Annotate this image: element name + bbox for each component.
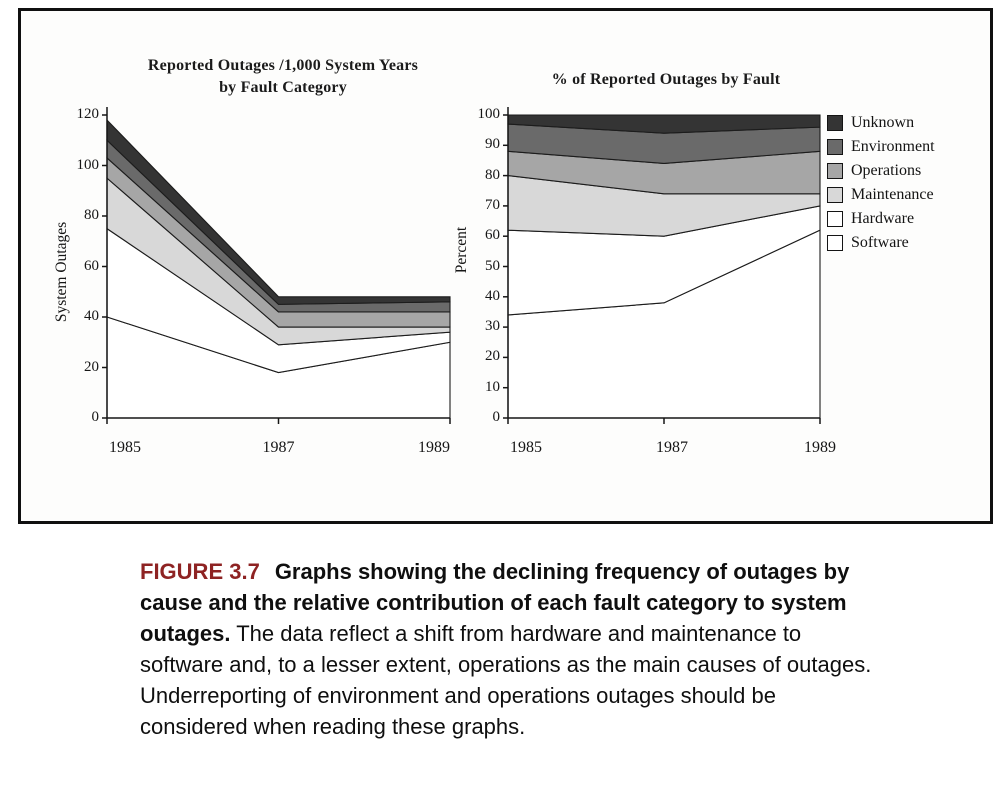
x-category-label: 1987 <box>262 439 295 456</box>
y-tick-label: 60 <box>84 257 99 274</box>
legend-label: Hardware <box>851 210 915 227</box>
y-axis-label: System Outages <box>53 221 70 323</box>
chart-title: Reported Outages /1,000 System Years by F… <box>93 55 473 99</box>
x-category-label: 1985 <box>510 439 542 456</box>
x-category-label: 1985 <box>109 439 141 456</box>
x-category-label: 1987 <box>656 439 688 456</box>
y-tick-label: 60 <box>485 227 500 244</box>
legend-swatch-icon <box>827 211 843 227</box>
y-tick-label: 80 <box>84 207 99 223</box>
y-tick-label: 0 <box>492 409 501 425</box>
chart-title-line: by Fault Category <box>219 79 347 96</box>
figure-label: FIGURE 3.7 <box>140 559 260 584</box>
legend-swatch-icon <box>827 163 843 179</box>
y-tick-label: 100 <box>76 156 100 173</box>
figure-caption: FIGURE 3.7 Graphs showing the declining f… <box>140 556 882 742</box>
legend-swatch-icon <box>827 235 843 251</box>
legend-label: Software <box>851 234 909 251</box>
legend-item-operations: Operations <box>827 163 935 179</box>
legend-label: Operations <box>851 162 922 179</box>
y-tick-label: 120 <box>76 106 100 122</box>
legend-swatch-icon <box>827 139 843 155</box>
x-category-label: 1989 <box>804 439 836 456</box>
legend-label: Unknown <box>851 114 915 131</box>
y-tick-label: 40 <box>485 287 500 304</box>
y-tick-label: 90 <box>485 136 500 153</box>
legend-item-maintenance: Maintenance <box>827 187 935 203</box>
x-category-label: 1989 <box>418 439 450 456</box>
y-axis-label: Percent <box>453 226 470 274</box>
y-tick-label: 50 <box>485 257 500 274</box>
legend-item-environment: Environment <box>827 139 935 155</box>
y-tick-label: 20 <box>84 358 99 375</box>
y-tick-label: 70 <box>485 196 500 213</box>
chart-title-line: % of Reported Outages by Fault <box>551 71 781 88</box>
legend: Unknown Environment Operations Maintenance H… <box>827 115 935 259</box>
y-tick-label: 20 <box>485 348 500 365</box>
y-tick-label: 40 <box>84 308 99 324</box>
legend-item-software: Software <box>827 235 935 251</box>
y-tick-label: 100 <box>477 106 501 122</box>
legend-swatch-icon <box>827 187 843 203</box>
caption-text: FIGURE 3.7 Graphs showing the declining f… <box>140 556 882 742</box>
y-tick-label: 30 <box>485 318 500 335</box>
figure-inner: Unknown Environment Operations Maintenance H… <box>21 11 990 521</box>
legend-item-unknown: Unknown <box>827 115 935 131</box>
y-tick-label: 10 <box>485 378 500 395</box>
chart-title: % of Reported Outages by Fault <box>486 69 846 91</box>
legend-label: Environment <box>851 138 935 155</box>
y-tick-label: 0 <box>91 409 100 425</box>
legend-swatch-icon <box>827 115 843 131</box>
legend-item-hardware: Hardware <box>827 211 935 227</box>
caption-bold-text: Graphs showing the declining frequency o… <box>140 559 850 646</box>
y-tick-label: 80 <box>485 166 500 183</box>
legend-label: Maintenance <box>851 186 934 203</box>
chart-title-line: Reported Outages /1,000 System Years <box>147 57 419 74</box>
caption-body-text: The data reflect a shift from hardware a… <box>140 621 872 739</box>
figure-panel: Unknown Environment Operations Maintenance H… <box>18 8 993 524</box>
charts-canvas <box>102 107 821 424</box>
